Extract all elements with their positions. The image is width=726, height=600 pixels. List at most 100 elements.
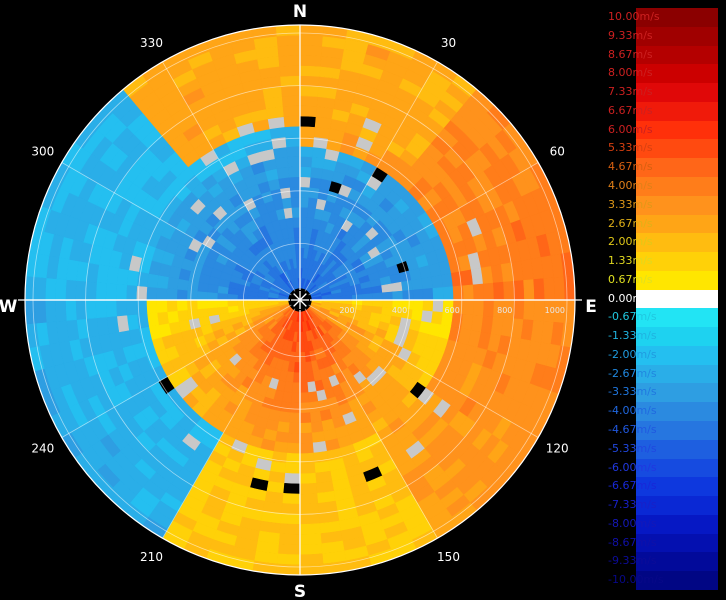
colorbar-swatch [636,83,718,102]
velocity-cell [299,513,320,525]
colorbar-row: 1.33m/s [608,252,718,271]
colorbar-swatch [636,176,718,196]
velocity-cell [308,401,320,414]
velocity-cell [299,196,310,208]
colorbar-row: -6.00m/s [608,458,718,478]
colorbar-label: 7.33m/s [608,85,653,99]
velocity-cell [299,85,320,97]
velocity-cell [166,310,179,324]
velocity-cell [472,283,485,301]
velocity-cell [482,282,495,301]
velocity-cell [227,299,238,307]
azimuth-label: 120 [546,442,569,456]
colorbar-row: -9.33m/s [608,552,718,572]
colorbar-swatch [636,139,718,159]
velocity-cell [237,299,249,306]
colorbar-row: -4.67m/s [608,421,718,440]
velocity-cell [85,299,97,320]
colorbar-swatch [636,458,718,478]
velocity-cell [283,115,301,128]
velocity-cell [276,553,301,566]
colorbar-row: -8.00m/s [608,514,718,534]
velocity-cell [272,146,288,160]
label-west: W [0,297,18,317]
velocity-cell [277,543,301,556]
colorbar-row: -3.33m/s [608,383,718,403]
velocity-cell [299,432,313,444]
velocity-cell [299,34,324,47]
colorbar-row: 8.67m/s [608,45,718,65]
velocity-cell [299,75,320,87]
velocity-cell [381,283,393,294]
velocity-cell [186,299,198,311]
colorbar-label: -6.00m/s [608,460,657,474]
velocity-cell [291,382,301,394]
velocity-cell [287,432,301,444]
velocity-cell [412,299,424,312]
center-spoke [299,299,307,307]
colorbar-row: -4.00m/s [608,402,718,422]
colorbar-label: -2.00m/s [608,347,657,361]
velocity-cell [299,442,314,454]
colorbar-swatch [636,439,718,459]
colorbar-label: 8.00m/s [608,66,653,80]
velocity-cell [299,125,316,138]
colorbar-row: 2.67m/s [608,214,718,234]
velocity-cell [299,503,320,515]
colorbar-swatch [636,45,718,65]
velocity-cell [299,186,311,198]
colorbar-row: 4.67m/s [608,158,718,177]
velocity-cell [176,299,188,312]
colorbar-label: 8.67m/s [608,47,653,61]
velocity-cell [280,85,301,97]
velocity-cell [482,299,495,318]
velocity-cell [543,277,556,301]
range-label: 600 [445,306,460,315]
colorbar-swatch [636,158,718,177]
colorbar-swatch [636,571,718,590]
colorbar-label: -4.67m/s [608,423,657,437]
velocity-cell [292,372,301,384]
colorbar-swatch [636,477,718,497]
velocity-cell [216,299,228,308]
velocity-cell [146,312,160,328]
velocity-cell [75,280,87,301]
velocity-cell [282,482,301,495]
velocity-cell [299,206,309,218]
velocity-cell [284,462,301,475]
velocity-cells [25,25,575,575]
colorbar-swatch [636,195,718,215]
azimuth-spoke [299,61,438,301]
colorbar-row: -0.67m/s [608,308,718,328]
colorbar-swatch [636,364,718,384]
colorbar-label: 0.00m/s [608,291,653,305]
colorbar-swatch [636,402,718,422]
velocity-cell [278,55,301,67]
velocity-cell [280,75,301,87]
colorbar-label: 10.00m/s [608,10,660,23]
velocity-cell [288,176,301,188]
radar-center-icon [290,290,310,310]
velocity-cell [286,146,301,158]
velocity-cell [299,25,325,37]
azimuth-spoke [61,299,301,438]
colorbar-label: 3.33m/s [608,197,653,211]
velocity-cell [299,44,323,57]
colorbar-swatch [636,120,718,140]
velocity-cell [299,351,306,363]
velocity-cell [65,299,77,321]
azimuth-label: 60 [550,145,565,159]
velocity-cell [299,146,314,158]
velocity-cell [278,176,291,189]
colorbar-swatch [636,101,718,121]
velocity-cell [276,421,290,434]
velocity-cell [282,105,301,118]
velocity-cell [299,115,317,128]
velocity-cell [275,25,301,37]
velocity-cell [206,291,218,301]
colorbar-swatch [636,252,718,271]
velocity-cell [290,392,301,404]
colorbar-label: -0.67m/s [608,310,657,324]
velocity-cell [34,276,47,301]
velocity-cell [206,299,218,309]
